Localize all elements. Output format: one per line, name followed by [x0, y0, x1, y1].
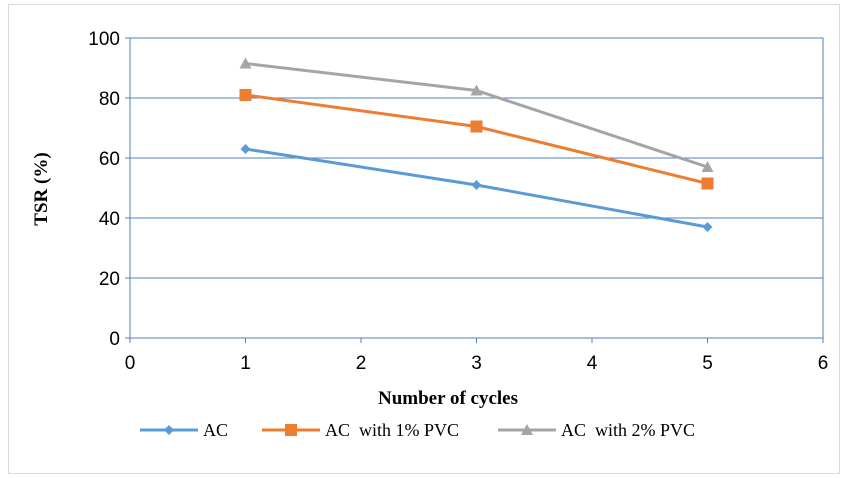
legend-marker-1: [285, 424, 297, 436]
x-tick-label-3: 3: [471, 353, 482, 374]
x-tick-label-2: 2: [356, 353, 367, 374]
data-point-0-1: [471, 180, 482, 190]
x-tick-label-5: 5: [702, 353, 713, 374]
data-point-2-2: [701, 161, 714, 172]
series-line-1: [245, 93, 708, 185]
legend-marker-0: [164, 425, 174, 435]
data-point-2-1: [470, 84, 483, 96]
y-tick-label-0: 0: [109, 329, 120, 350]
x-tick-label-1: 1: [240, 353, 251, 374]
data-point-0-0: [240, 144, 251, 154]
data-point-1-1: [470, 120, 483, 133]
y-axis-title: TSR (%): [31, 152, 52, 225]
x-tick-label-4: 4: [587, 353, 598, 374]
y-tick-label-5: 100: [88, 29, 120, 50]
series-line-2: [245, 62, 708, 169]
data-point-1-2: [701, 177, 714, 190]
legend-label-2: AC with 2% PVC: [561, 420, 695, 440]
y-tick-label-1: 20: [99, 269, 120, 290]
data-point-0-2: [702, 222, 713, 232]
legend-label-0: AC: [203, 420, 228, 440]
x-tick-label-6: 6: [818, 353, 829, 374]
legend: AC AC with 1% PVC AC with 2% PVC: [140, 420, 695, 440]
x-axis-title: Number of cycles: [378, 388, 518, 409]
data-point-1-0: [239, 89, 252, 101]
series-group: [239, 57, 714, 232]
y-tick-label-3: 60: [99, 149, 120, 170]
x-tick-label-0: 0: [125, 353, 136, 374]
chart-frame: [8, 4, 840, 474]
legend-label-1: AC with 1% PVC: [325, 420, 459, 440]
legend-marker-2: [521, 424, 533, 435]
y-tick-label-4: 80: [99, 89, 120, 110]
y-tick-label-2: 40: [99, 209, 120, 230]
y-axis-ticks: 0 20 40 60 80 100: [88, 29, 130, 350]
data-point-2-0: [239, 57, 252, 69]
x-axis-ticks: 0 1 2 3 4 5 6: [125, 338, 829, 374]
